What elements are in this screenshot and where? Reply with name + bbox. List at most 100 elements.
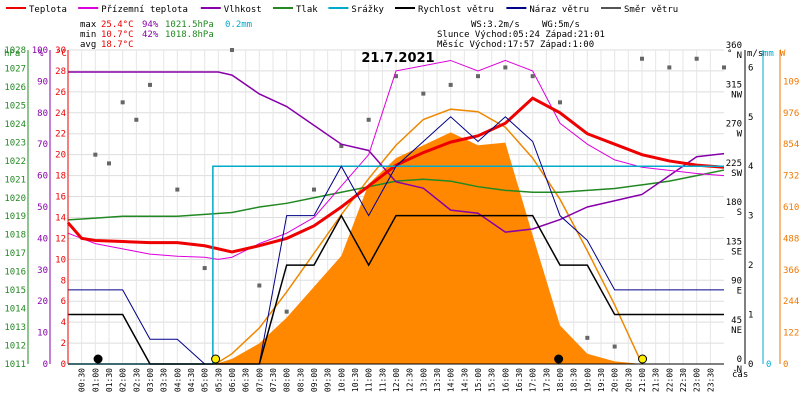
x-tick-label: 05:00: [201, 368, 210, 392]
pressure-tick-label: 1024: [4, 120, 26, 130]
x-tick-label: 06:00: [228, 368, 237, 392]
temperature-tick-label: 8: [61, 276, 66, 286]
solar-tick-label: 610: [783, 203, 799, 213]
direction-tick-label: 360: [726, 41, 742, 51]
pressure-tick-label: 1018: [4, 231, 26, 241]
pressure-tick-label: 1013: [4, 323, 26, 333]
direction-tick-label: 135: [726, 237, 742, 247]
stats-block: max min avg 25.4°C 10.7°C 18.7°C 94% 42%…: [80, 20, 252, 50]
x-tick-label: 19:00: [583, 368, 592, 392]
humidity-tick-label: 100: [32, 46, 48, 56]
legend-label: Srážky: [351, 5, 384, 15]
x-tick-label: 04:30: [187, 368, 196, 392]
x-tick-label: 18:30: [570, 368, 579, 392]
direction-compass-label: NW: [731, 90, 742, 100]
wind-direction-point: [667, 65, 672, 70]
info-wind-gust: WG:5m/s: [542, 20, 580, 30]
x-tick-label: 20:30: [624, 368, 633, 392]
x-tick-label: 04:00: [173, 368, 182, 392]
x-tick-label: 11:30: [378, 368, 387, 392]
temperature-tick-label: 22: [55, 130, 66, 140]
wind-tick-label: 2: [748, 261, 753, 271]
wind-tick-label: 0: [748, 360, 753, 370]
x-tick-label: 00:30: [78, 368, 87, 392]
wind-direction-point: [448, 82, 453, 87]
direction-compass-label: N: [737, 365, 742, 375]
x-tick-label: 16:00: [501, 368, 510, 392]
wind-direction-point: [503, 65, 508, 70]
wind-direction-point: [366, 117, 371, 122]
x-tick-label: 14:30: [460, 368, 469, 392]
wind-direction-point: [612, 344, 617, 349]
temperature-tick-label: 14: [55, 213, 66, 223]
solar-theoretical-line: [215, 108, 643, 365]
wind-direction-point: [284, 309, 289, 314]
direction-tick-label: 45: [731, 316, 742, 326]
wind-direction-point: [585, 335, 590, 340]
rain-axis-unit: mm: [763, 49, 774, 59]
x-tick-label: 01:00: [91, 368, 100, 392]
direction-tick-label: 270: [726, 120, 742, 130]
wind-direction-point: [640, 56, 644, 61]
x-tick-label: 19:30: [597, 368, 606, 392]
pressure-tick-label: 1017: [4, 249, 26, 259]
direction-compass-label: W: [737, 130, 743, 140]
info-wind-speed: WS:3.2m/s: [471, 20, 520, 30]
stats-avg-label: avg: [80, 40, 96, 50]
x-tick-label: 09:00: [310, 368, 319, 392]
direction-compass-label: SW: [731, 169, 742, 179]
info-block: WS:3.2m/s WG:5m/s Slunce Východ:05:24 Zá…: [437, 20, 605, 50]
solar-tick-label: 488: [783, 234, 799, 244]
humidity-tick-label: 30: [37, 266, 48, 276]
direction-tick-label: 315: [726, 80, 742, 90]
legend-label: Vlhkost: [224, 5, 262, 15]
pressure-tick-label: 1025: [4, 101, 26, 111]
solar-tick-label: 122: [783, 329, 799, 339]
wind-axis-unit: m/s: [747, 49, 763, 59]
direction-compass-label: SE: [731, 247, 742, 257]
wind-direction-point: [120, 100, 125, 105]
humidity-tick-label: 20: [37, 297, 48, 307]
x-tick-label: 01:30: [105, 368, 114, 392]
temperature-tick-label: 18: [55, 172, 66, 182]
direction-tick-label: 180: [726, 198, 742, 208]
x-tick-label: 11:00: [365, 368, 374, 392]
sunset-marker: [638, 354, 648, 364]
wind-direction-point: [134, 117, 139, 122]
pressure-tick-label: 1027: [4, 64, 26, 74]
stats-min-label: min: [80, 30, 96, 40]
wind-direction-point: [107, 161, 111, 166]
humidity-tick-label: 60: [37, 172, 48, 182]
x-tick-label: 10:30: [351, 368, 360, 392]
solar-tick-label: 854: [783, 140, 799, 150]
solar-tick-label: 0: [783, 360, 788, 370]
pressure-tick-label: 1019: [4, 212, 26, 222]
direction-compass-label: E: [737, 287, 742, 297]
temperature-tick-label: 24: [55, 109, 66, 119]
x-tick-label: 16:30: [515, 368, 524, 392]
pressure-tick-label: 1014: [4, 305, 26, 315]
direction-tick-label: 0: [737, 355, 742, 365]
pressure-tick-label: 1012: [4, 342, 26, 352]
wind-direction-point: [558, 100, 562, 105]
humidity-axis-unit: %: [38, 49, 44, 59]
x-tick-label: 21:30: [652, 368, 661, 392]
humidity-tick-label: 10: [37, 329, 48, 339]
x-axis-unit: čas: [732, 369, 748, 380]
stats-avg-temp: 18.7°C: [101, 40, 134, 50]
direction-axis-unit: °: [727, 49, 732, 59]
temperature-tick-label: 16: [55, 193, 66, 203]
temperature-tick-label: 10: [55, 255, 66, 265]
humidity-tick-label: 50: [37, 203, 48, 213]
direction-compass-label: S: [737, 208, 742, 218]
legend-label: Směr větru: [624, 5, 678, 15]
x-tick-label: 13:30: [433, 368, 442, 392]
x-tick-label: 02:00: [119, 368, 128, 392]
humidity-tick-label: 70: [37, 140, 48, 150]
solar-radiation-area: [215, 132, 642, 364]
sunrise-marker: [211, 354, 221, 364]
x-tick-label: 12:30: [406, 368, 415, 392]
x-tick-label: 08:00: [283, 368, 292, 392]
x-tick-label: 13:00: [419, 368, 428, 392]
